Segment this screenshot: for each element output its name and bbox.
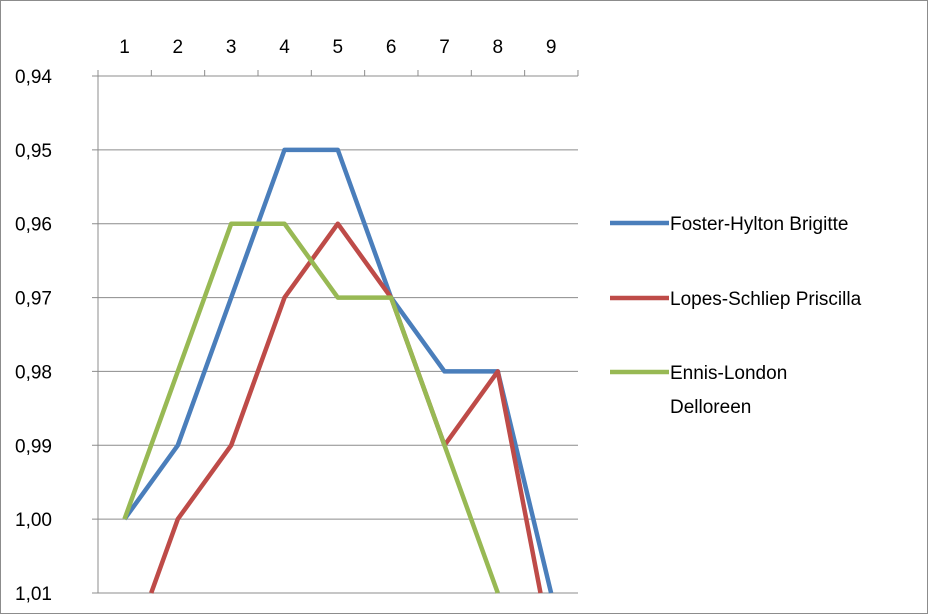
- legend-label-3: Ennis-London: [670, 363, 787, 384]
- y-tick-label: 1,01: [15, 584, 52, 605]
- y-tick-label: 0,99: [15, 436, 52, 457]
- x-tick-label: 2: [173, 37, 184, 58]
- series-line-2: [149, 221, 543, 594]
- series-line-3: [122, 221, 500, 594]
- x-tick-label: 6: [386, 37, 397, 58]
- y-tick-label: 0,98: [15, 362, 52, 383]
- x-tick-label: 4: [279, 37, 290, 58]
- legend-label-2: Lopes-Schliep Priscilla: [670, 289, 862, 310]
- series-line-1: [122, 147, 554, 594]
- gridlines: [92, 75, 578, 594]
- x-tick-label: 9: [546, 37, 557, 58]
- x-tick-label: 8: [493, 37, 504, 58]
- y-tick-label: 1,00: [15, 510, 52, 531]
- x-tick-label: 5: [333, 37, 344, 58]
- x-tick-label: 3: [226, 37, 237, 58]
- legend-label-3: Delloreen: [670, 397, 751, 418]
- legend-label-1: Foster-Hylton Brigitte: [670, 214, 848, 235]
- legend: Foster-Hylton Brigitte Lopes-Schliep Pris…: [610, 214, 862, 418]
- y-tick-label: 0,94: [15, 67, 52, 88]
- axes: 0,94 0,95 0,96 0,97 0,98 0,99 1,00 1,01 1 2 3 4 5 6 7 8…: [15, 37, 579, 605]
- series-lines: [122, 147, 554, 594]
- y-tick-label: 0,96: [15, 215, 52, 236]
- y-tick-label: 0,95: [15, 141, 52, 162]
- y-tick-label: 0,97: [15, 289, 52, 310]
- x-tick-label: 7: [439, 37, 450, 58]
- x-tick-label: 1: [119, 37, 130, 58]
